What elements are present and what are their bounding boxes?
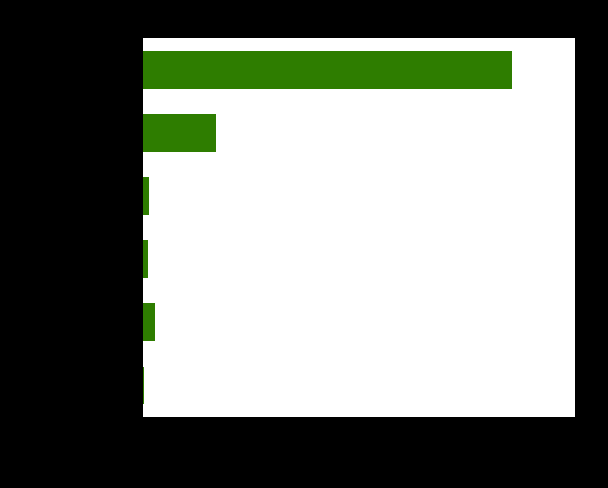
Bar <box>143 304 156 342</box>
Bar <box>143 178 148 216</box>
Bar <box>143 52 512 89</box>
Bar <box>143 241 148 279</box>
Bar <box>143 115 216 152</box>
